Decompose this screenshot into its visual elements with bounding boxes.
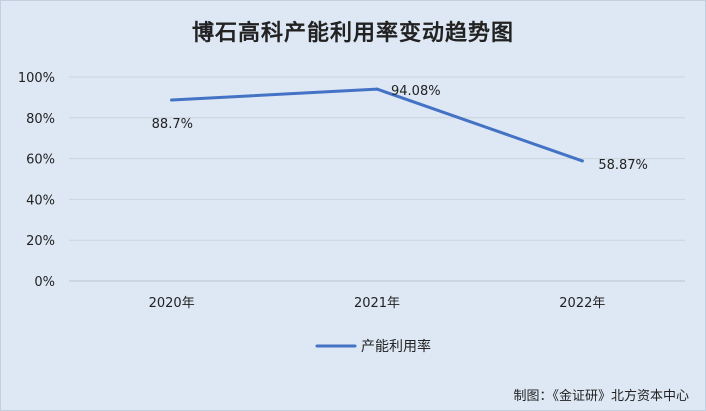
data-point	[170, 98, 174, 102]
data-point	[375, 87, 379, 91]
y-tick-label: 60%	[26, 153, 55, 168]
y-tick-label: 0%	[34, 275, 55, 290]
y-tick-label: 100%	[18, 71, 55, 86]
y-tick-label: 20%	[26, 234, 55, 249]
y-tick-label: 80%	[26, 112, 55, 127]
data-label: 58.87%	[598, 158, 648, 173]
chart-title: 博石高科产能利用率变动趋势图	[191, 21, 514, 46]
data-label: 88.7%	[152, 117, 193, 132]
series-line	[170, 87, 584, 163]
x-tick-label: 2020年	[149, 296, 195, 311]
data-point	[580, 159, 584, 163]
legend-label: 产能利用率	[361, 338, 431, 355]
source-credit: 制图：《金证研》北方资本中心	[513, 389, 689, 404]
x-tick-label: 2022年	[559, 296, 605, 311]
x-tick-label: 2021年	[354, 296, 400, 311]
y-tick-label: 40%	[26, 193, 55, 208]
data-label: 94.08%	[391, 84, 441, 99]
